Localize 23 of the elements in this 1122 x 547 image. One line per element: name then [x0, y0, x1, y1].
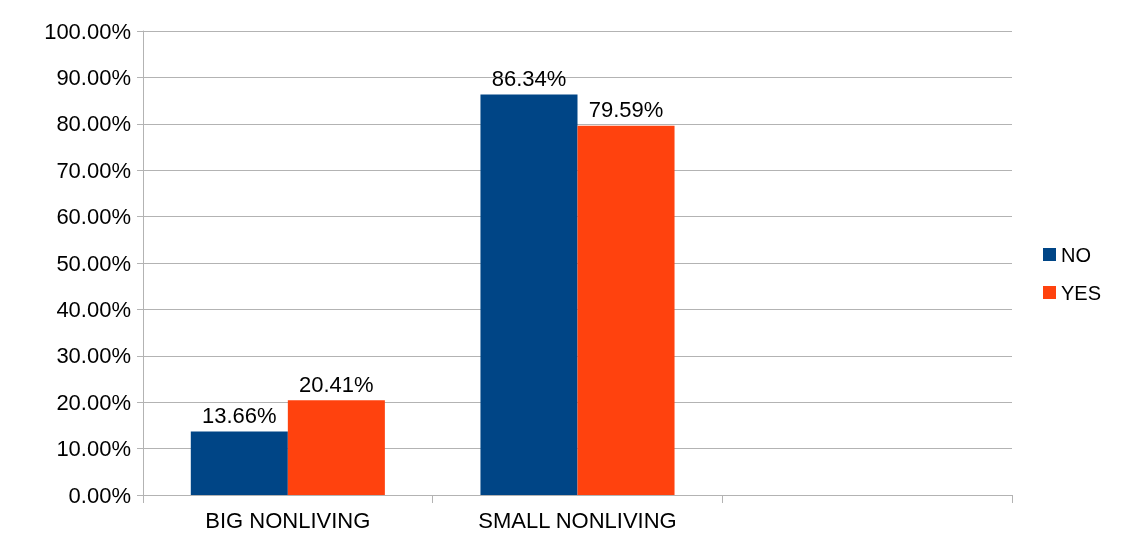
data-label: 13.66%: [202, 403, 277, 429]
y-tick-label: 80.00%: [56, 111, 131, 137]
y-tick-label: 70.00%: [56, 157, 131, 183]
y-tick-label: 30.00%: [56, 343, 131, 369]
legend-label: NO: [1060, 243, 1091, 266]
data-label: 20.41%: [299, 371, 374, 397]
legend-label: YES: [1060, 281, 1102, 304]
bar: [190, 431, 288, 495]
bar: [480, 94, 578, 495]
x-tick-label: BIG NONLIVING: [205, 507, 371, 533]
y-tick-label: 0.00%: [68, 482, 131, 508]
y-tick-label: 20.00%: [56, 389, 131, 415]
y-tick-label: 90.00%: [56, 64, 131, 90]
y-tick-label: 40.00%: [56, 296, 131, 322]
data-label: 86.34%: [491, 65, 567, 91]
bar: [287, 400, 385, 495]
data-label: 79.59%: [588, 97, 664, 123]
bar: [577, 125, 675, 495]
y-tick-label: 60.00%: [56, 204, 131, 230]
y-tick-label: 100.00%: [44, 18, 131, 44]
y-tick-label: 10.00%: [56, 436, 131, 462]
y-tick-label: 50.00%: [56, 250, 131, 276]
x-tick-label: SMALL NONLIVING: [478, 507, 677, 533]
